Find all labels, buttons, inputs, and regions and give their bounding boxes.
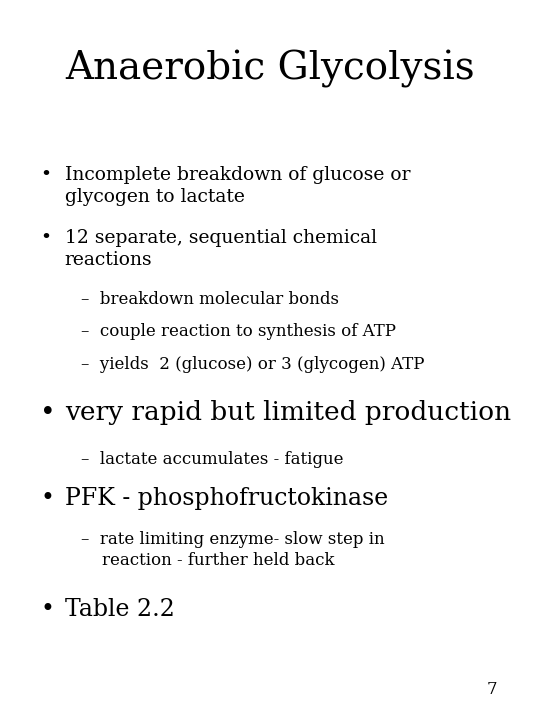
Text: Anaerobic Glycolysis: Anaerobic Glycolysis (65, 50, 475, 89)
Text: very rapid but limited production: very rapid but limited production (65, 400, 511, 426)
Text: 12 separate, sequential chemical
reactions: 12 separate, sequential chemical reactio… (65, 229, 377, 269)
Text: –  couple reaction to synthesis of ATP: – couple reaction to synthesis of ATP (81, 323, 396, 341)
Text: •: • (40, 598, 55, 621)
Text: –  yields  2 (glucose) or 3 (glycogen) ATP: – yields 2 (glucose) or 3 (glycogen) ATP (81, 356, 424, 373)
Text: •: • (40, 229, 52, 247)
Text: –  rate limiting enzyme- slow step in
    reaction - further held back: – rate limiting enzyme- slow step in rea… (81, 531, 384, 570)
Text: •: • (40, 487, 55, 510)
Text: –  lactate accumulates - fatigue: – lactate accumulates - fatigue (81, 451, 343, 468)
Text: Table 2.2: Table 2.2 (65, 598, 174, 621)
Text: PFK - phosphofructokinase: PFK - phosphofructokinase (65, 487, 388, 510)
Text: –  breakdown molecular bonds: – breakdown molecular bonds (81, 291, 339, 308)
Text: Incomplete breakdown of glucose or
glycogen to lactate: Incomplete breakdown of glucose or glyco… (65, 166, 410, 206)
Text: 7: 7 (486, 681, 497, 698)
Text: •: • (40, 166, 52, 184)
Text: •: • (40, 400, 56, 426)
